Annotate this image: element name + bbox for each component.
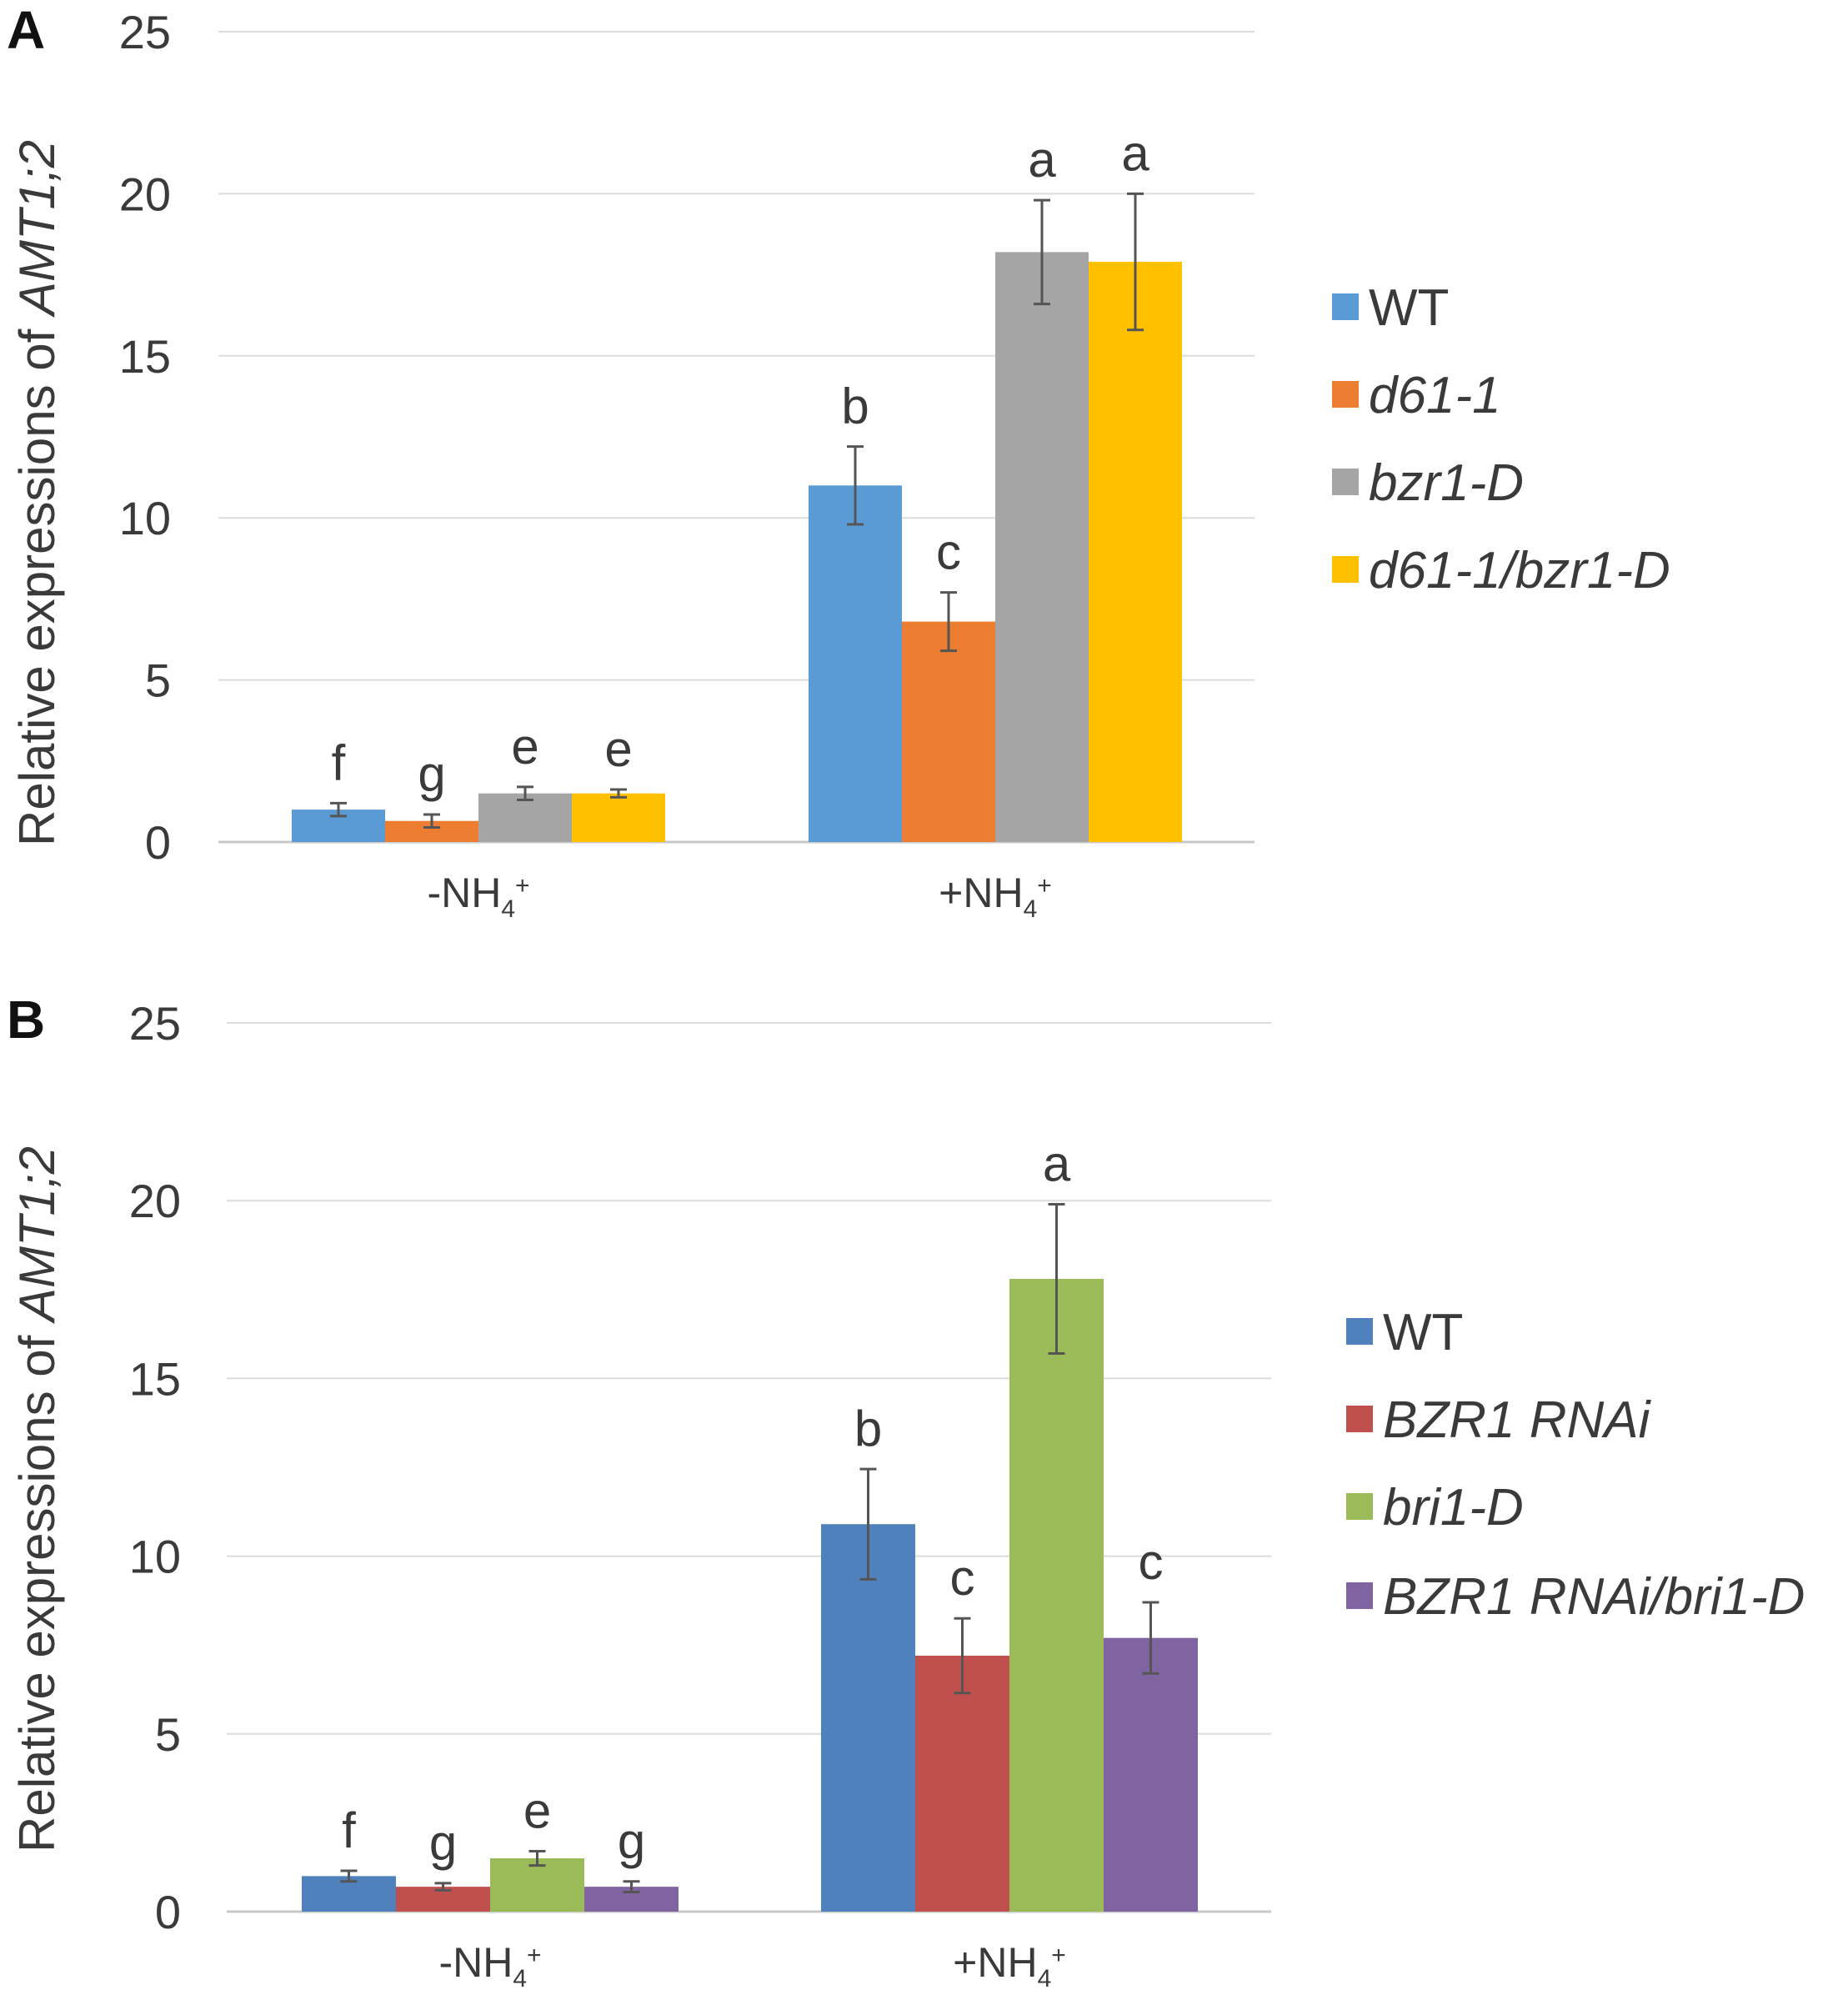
panel-a-bar <box>809 485 902 842</box>
panel-a-y-tick-label: 10 <box>119 492 171 544</box>
panel-a-significance-letter: c <box>936 524 961 580</box>
panel-b-y-tick-label: 25 <box>129 997 181 1050</box>
panel-a-bar <box>902 621 995 842</box>
panel-a-significance-letter: f <box>332 734 346 790</box>
panel-b-y-tick-label: 15 <box>129 1352 181 1405</box>
panel-b-legend-swatch <box>1346 1493 1373 1520</box>
panel-a-x-category-label: -NH4+ <box>427 870 529 923</box>
panel-b-significance-letter: e <box>523 1783 551 1839</box>
panel-b-legend-label: BZR1 RNAi/bri1-D <box>1383 1568 1805 1626</box>
panel-a-legend-label: d61-1/bzr1-D <box>1369 542 1670 599</box>
panel-a: A f g e e b c a a 0 5 10 15 20 25 -NH4+ +NH4+ WT d61-1… <box>7 0 1670 923</box>
panel-b-bar <box>490 1858 584 1912</box>
panel-a-label: A <box>7 0 45 60</box>
panel-a-significance-letter: e <box>511 719 538 774</box>
panel-b-significance-letter: c <box>1139 1534 1164 1590</box>
panel-b-legend-swatch <box>1346 1318 1373 1345</box>
panel-a-legend-swatch <box>1332 469 1359 495</box>
panel-b-legend-swatch <box>1346 1582 1373 1609</box>
panel-a-legend-swatch <box>1332 556 1359 583</box>
panel-b-y-axis-label: Relative expressions of AMT1;2 <box>9 1146 65 1852</box>
panel-a-significance-letter: g <box>418 746 445 802</box>
panel-a-significance-letter: e <box>604 721 632 777</box>
panel-b-significance-letter: b <box>854 1401 882 1456</box>
panel-a-significance-letter: b <box>841 378 869 434</box>
panel-b-bar <box>1009 1279 1104 1912</box>
panel-a-bar <box>1089 262 1182 843</box>
panel-a-y-tick-label: 0 <box>145 816 171 869</box>
panel-b-bar <box>915 1655 1009 1912</box>
panel-b-y-tick-label: 10 <box>129 1531 181 1583</box>
panel-b-significance-letter: c <box>950 1550 975 1606</box>
panel-b-significance-letter: a <box>1043 1135 1071 1191</box>
panel-b-y-tick-label: 5 <box>155 1708 181 1761</box>
panel-a-legend-label: d61-1 <box>1369 367 1501 424</box>
panel-a-significance-letter: a <box>1028 132 1056 188</box>
panel-b-legend-label: WT <box>1383 1304 1463 1361</box>
panel-b: B f g e g b c a c 0 5 10 15 20 25 -NH4+ +NH4+ WT BZR1 … <box>7 990 1805 1992</box>
panel-b-significance-letter: g <box>429 1815 457 1871</box>
panel-b-y-tick-label: 20 <box>129 1175 181 1227</box>
panel-b-label: B <box>7 990 45 1050</box>
panel-a-significance-letter: a <box>1121 125 1149 181</box>
panel-a-legend-swatch <box>1332 293 1359 320</box>
panel-b-legend-label: bri1-D <box>1383 1479 1524 1536</box>
panel-a-x-category-label: +NH4+ <box>939 870 1052 923</box>
panel-a-y-tick-label: 20 <box>119 168 171 220</box>
panel-a-legend-label: WT <box>1369 279 1449 337</box>
panel-b-significance-letter: f <box>342 1802 356 1858</box>
panel-b-legend-swatch <box>1346 1406 1373 1432</box>
panel-b-legend-label: BZR1 RNAi <box>1383 1391 1652 1449</box>
panel-a-y-tick-label: 15 <box>119 330 171 383</box>
panel-b-bar <box>821 1524 915 1912</box>
panel-a-bar <box>995 252 1089 842</box>
panel-b-x-category-label: +NH4+ <box>953 1939 1066 1992</box>
panel-b-bar <box>1104 1637 1198 1912</box>
panel-a-y-axis-label: Relative expressions of AMT1;2 <box>9 140 65 846</box>
panel-a-bar <box>572 793 665 842</box>
panel-a-bar <box>478 793 572 842</box>
panel-b-y-tick-label: 0 <box>155 1886 181 1938</box>
panel-b-x-category-label: -NH4+ <box>438 1939 541 1992</box>
panel-a-y-tick-label: 5 <box>145 654 171 707</box>
panel-a-legend-label: bzr1-D <box>1369 454 1524 512</box>
panel-a-legend-swatch <box>1332 381 1359 408</box>
panel-b-significance-letter: g <box>618 1813 645 1869</box>
panel-a-y-tick-label: 25 <box>119 6 171 58</box>
